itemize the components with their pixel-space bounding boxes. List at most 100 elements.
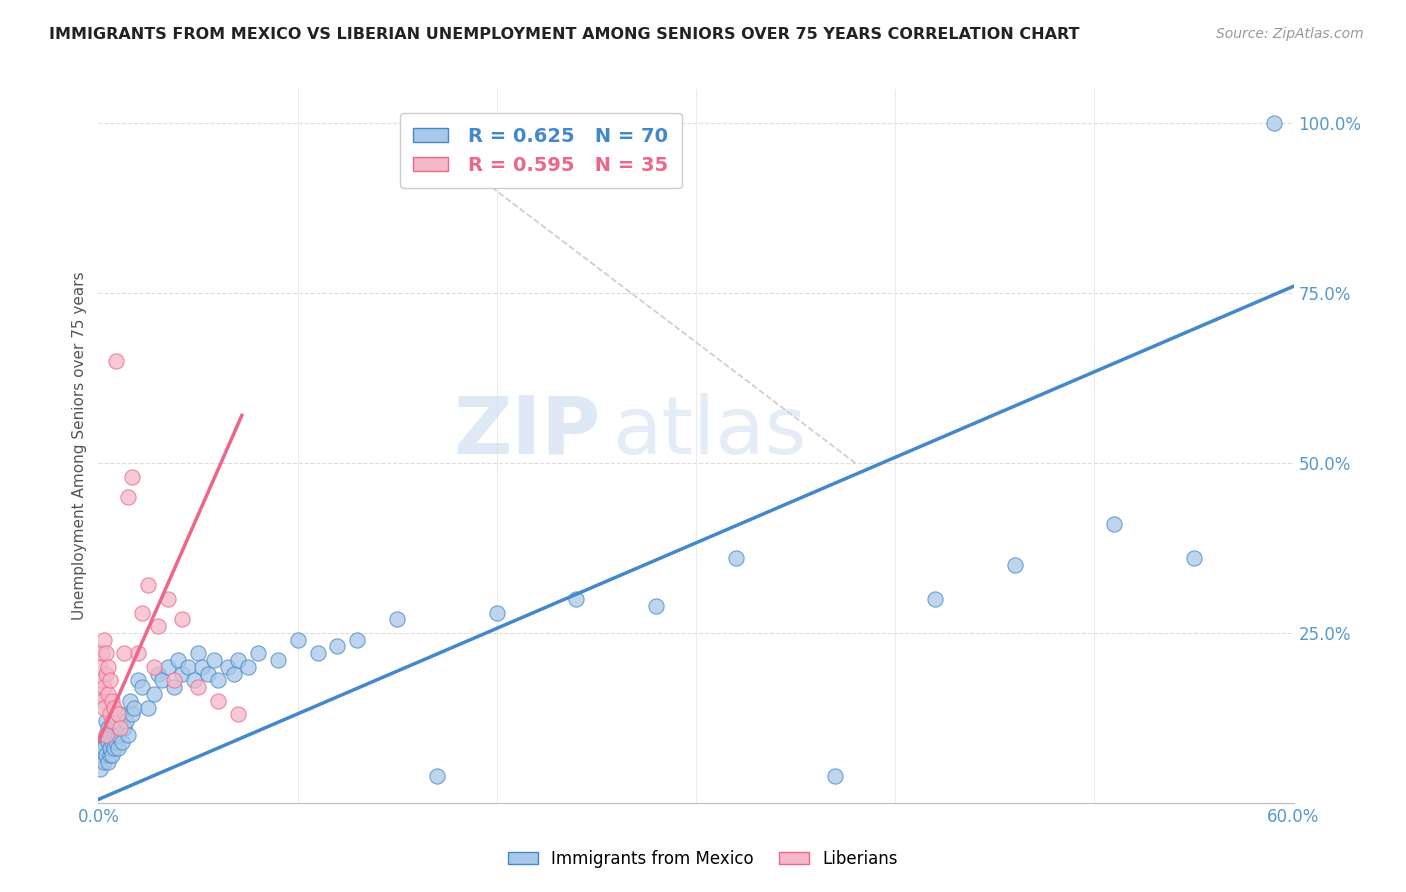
Point (103, 700, 125, 714)
Point (207, 694, 229, 708)
Point (101, 694, 124, 708)
Point (824, 769, 846, 783)
Point (172, 612, 194, 626)
Point (91, 734, 114, 748)
Point (98, 748, 122, 763)
Point (96, 714, 118, 729)
Point (110, 721, 132, 735)
Point (157, 660, 180, 674)
Point (93, 680, 115, 694)
Point (105, 354, 128, 368)
Point (326, 640, 349, 654)
Point (121, 707, 143, 722)
Point (307, 646, 329, 660)
Point (101, 714, 124, 729)
Point (97, 687, 120, 701)
Point (645, 599, 668, 613)
Point (97, 734, 120, 748)
Point (127, 673, 149, 688)
Point (89, 762, 111, 776)
Point (120, 694, 142, 708)
Point (217, 660, 239, 674)
Point (197, 666, 219, 681)
Point (565, 591, 588, 606)
Point (105, 734, 128, 748)
Point (96, 646, 118, 660)
Text: IMMIGRANTS FROM MEXICO VS LIBERIAN UNEMPLOYMENT AMONG SENIORS OVER 75 YEARS CORR: IMMIGRANTS FROM MEXICO VS LIBERIAN UNEMP… (49, 27, 1080, 42)
Point (136, 578, 159, 592)
Point (177, 660, 200, 674)
Point (97, 755, 120, 769)
Point (91, 694, 114, 708)
Point (426, 769, 449, 783)
Point (163, 680, 186, 694)
Point (385, 612, 409, 626)
Legend: R = 0.625   N = 70, R = 0.595   N = 35: R = 0.625 N = 70, R = 0.595 N = 35 (399, 113, 682, 188)
Point (191, 660, 214, 674)
Point (183, 673, 205, 688)
Point (187, 680, 209, 694)
Point (187, 646, 209, 660)
Point (724, 551, 747, 566)
Point (222, 666, 245, 681)
Point (143, 687, 166, 701)
Point (91, 673, 114, 688)
Point (485, 606, 508, 620)
Point (148, 619, 170, 633)
Point (97, 660, 120, 674)
Point (93, 741, 115, 756)
Text: atlas: atlas (613, 392, 807, 471)
Point (117, 490, 139, 504)
Point (131, 606, 153, 620)
Point (93, 700, 115, 714)
Point (346, 632, 368, 647)
Point (1182, 551, 1205, 566)
Point (96, 748, 118, 763)
Point (267, 653, 290, 667)
Point (150, 673, 173, 688)
Point (91, 748, 114, 763)
Point (172, 666, 194, 681)
Point (98, 741, 122, 756)
Point (103, 741, 125, 756)
Point (148, 666, 170, 681)
Point (167, 653, 190, 667)
Point (157, 591, 180, 606)
Point (226, 707, 249, 722)
Point (98, 728, 122, 742)
Point (131, 680, 153, 694)
Point (105, 721, 128, 735)
Point (117, 728, 139, 742)
Point (246, 646, 269, 660)
Point (124, 700, 146, 714)
Point (236, 660, 259, 674)
Point (96, 728, 118, 742)
Point (98, 673, 122, 688)
Point (112, 721, 135, 735)
Point (207, 673, 229, 688)
Point (1104, 517, 1126, 532)
Point (93, 755, 115, 769)
Point (136, 700, 159, 714)
Point (127, 646, 149, 660)
Point (101, 721, 124, 735)
Point (107, 707, 129, 722)
Point (163, 673, 186, 688)
Legend: Immigrants from Mexico, Liberians: Immigrants from Mexico, Liberians (502, 844, 904, 875)
Text: ZIP: ZIP (453, 392, 600, 471)
Point (143, 660, 166, 674)
Y-axis label: Unemployment Among Seniors over 75 years: Unemployment Among Seniors over 75 years (72, 272, 87, 620)
Point (110, 707, 132, 722)
Point (1263, 116, 1285, 130)
Point (107, 741, 129, 756)
Point (107, 728, 129, 742)
Point (112, 646, 135, 660)
Point (101, 748, 124, 763)
Point (924, 591, 946, 606)
Point (98, 707, 122, 722)
Point (96, 728, 118, 742)
Point (97, 721, 120, 735)
Point (91, 646, 114, 660)
Point (115, 714, 138, 729)
Point (103, 728, 125, 742)
